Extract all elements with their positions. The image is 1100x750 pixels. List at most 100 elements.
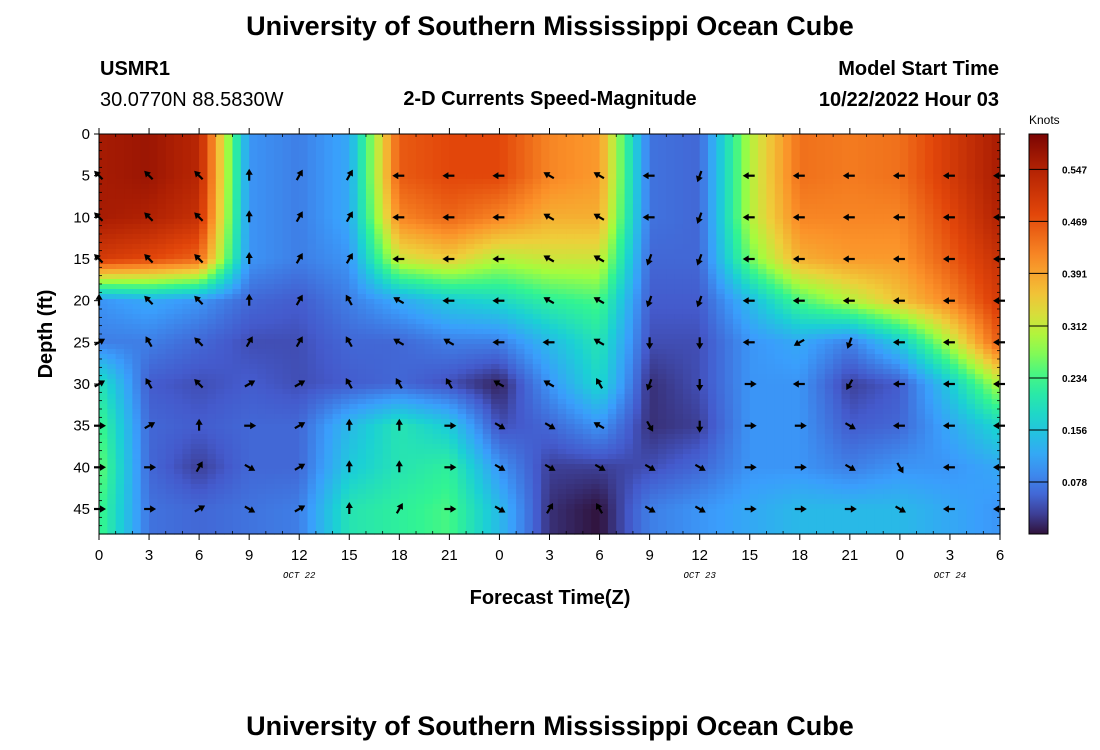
heatmap-cell [257, 279, 267, 285]
heatmap-cell [833, 189, 843, 195]
heatmap-cell [290, 324, 300, 330]
heatmap-cell [99, 149, 108, 155]
heatmap-cell [541, 324, 551, 330]
heatmap-cell [916, 359, 926, 365]
heatmap-cell [232, 334, 242, 340]
heatmap-cell [691, 234, 701, 240]
heatmap-cell [132, 174, 142, 180]
heatmap-cell [249, 269, 259, 275]
heatmap-cell [549, 214, 559, 220]
heatmap-cell [174, 229, 184, 235]
heatmap-cell [207, 229, 217, 235]
heatmap-cell [624, 199, 634, 205]
heatmap-cell [407, 299, 417, 305]
heatmap-cell [766, 359, 776, 365]
heatmap-cell [758, 309, 767, 315]
heatmap-cell [491, 314, 501, 320]
heatmap-cell [883, 144, 893, 150]
heatmap-cell [657, 234, 667, 240]
heatmap-cell [407, 184, 417, 190]
heatmap-cell [791, 224, 801, 230]
heatmap-cell [474, 209, 484, 215]
heatmap-cell [149, 274, 158, 280]
heatmap-cell [783, 304, 793, 310]
heatmap-cell [124, 324, 133, 330]
heatmap-cell [616, 319, 626, 325]
heatmap-cell [199, 284, 209, 290]
heatmap-cell [315, 234, 325, 240]
heatmap-cell [232, 299, 242, 305]
heatmap-cell [858, 284, 868, 290]
heatmap-cell [424, 189, 434, 195]
heatmap-cell [249, 139, 259, 145]
heatmap-cell [240, 269, 250, 275]
heatmap-cell [365, 154, 375, 160]
heatmap-cell [532, 339, 542, 345]
heatmap-cell [416, 324, 425, 330]
heatmap-cell [766, 334, 776, 340]
heatmap-cell [274, 199, 284, 205]
heatmap-cell [390, 234, 400, 240]
heatmap-cell [324, 244, 334, 250]
heatmap-cell [824, 309, 834, 315]
heatmap-cell [724, 274, 734, 280]
heatmap-cell [199, 194, 209, 200]
heatmap-cell [891, 204, 901, 210]
heatmap-cell [290, 309, 300, 315]
heatmap-cell [607, 134, 617, 140]
heatmap-cell [265, 194, 275, 200]
heatmap-cell [374, 139, 384, 145]
heatmap-cell [666, 154, 676, 160]
heatmap-cell [99, 364, 108, 370]
heatmap-cell [524, 319, 534, 325]
heatmap-cell [99, 349, 108, 355]
heatmap-cell [441, 329, 450, 335]
heatmap-cell [716, 284, 726, 290]
heatmap-cell [849, 339, 859, 345]
heatmap-cell [924, 319, 934, 325]
heatmap-cell [849, 244, 859, 250]
heatmap-cell [632, 244, 642, 250]
heatmap-cell [949, 179, 959, 185]
heatmap-cell [215, 194, 225, 200]
heatmap-cell [582, 349, 592, 355]
heatmap-cell [215, 339, 225, 345]
heatmap-cell [791, 209, 801, 215]
heatmap-cell [783, 174, 793, 180]
heatmap-cell [424, 279, 434, 285]
heatmap-cell [207, 324, 217, 330]
heatmap-cell [708, 299, 717, 305]
heatmap-cell [224, 329, 234, 335]
heatmap-cell [482, 294, 492, 300]
heatmap-cell [215, 309, 225, 315]
heatmap-cell [524, 249, 534, 255]
heatmap-cell [958, 209, 968, 215]
heatmap-cell [966, 329, 976, 335]
heatmap-cell [649, 324, 659, 330]
heatmap-cell [933, 234, 943, 240]
heatmap-cell [99, 339, 108, 345]
heatmap-cell [924, 229, 934, 235]
heatmap-cell [390, 219, 400, 225]
heatmap-cell [199, 304, 209, 310]
heatmap-cell [891, 344, 901, 350]
heatmap-cell [674, 349, 684, 355]
heatmap-cell [916, 244, 926, 250]
heatmap-cell [324, 284, 334, 290]
heatmap-cell [416, 359, 425, 365]
heatmap-cell [908, 294, 918, 300]
heatmap-cell [749, 194, 759, 200]
heatmap-cell [591, 159, 601, 165]
heatmap-cell [382, 154, 392, 160]
heatmap-cell [207, 139, 217, 145]
heatmap-cell [524, 239, 534, 245]
heatmap-cell [916, 194, 926, 200]
heatmap-cell [541, 239, 551, 245]
heatmap-cell [699, 339, 709, 345]
heatmap-cell [674, 314, 684, 320]
heatmap-cell [649, 269, 659, 275]
heatmap-cell [883, 259, 893, 265]
heatmap-cell [249, 319, 259, 325]
heatmap-cell [224, 284, 234, 290]
heatmap-cell [591, 359, 601, 365]
